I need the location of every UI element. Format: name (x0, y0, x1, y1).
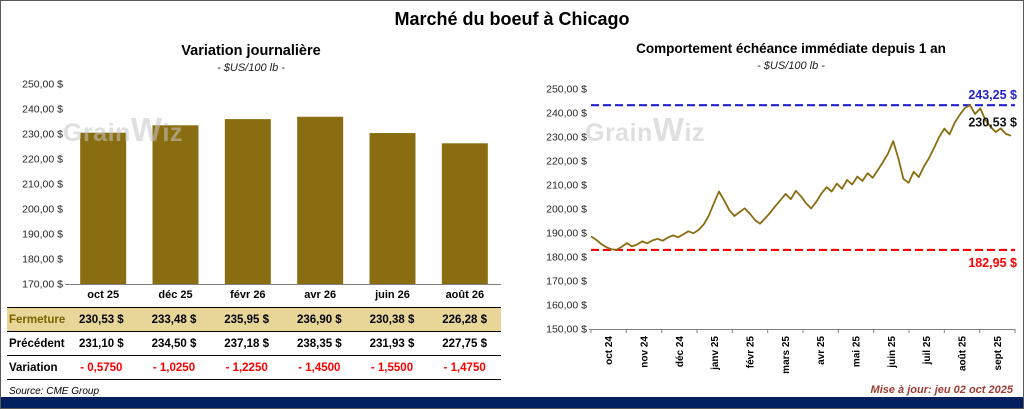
y-tick-label: 230,00 $ (546, 132, 587, 144)
x-month-label: févr 25 (746, 336, 757, 369)
watermark-text: iz (684, 119, 705, 147)
x-category-label: août 26 (446, 289, 485, 301)
table-cell: 233,48 $ (151, 313, 197, 326)
y-tick-label: 220,00 $ (22, 154, 63, 166)
table-cell: - 0,5750 (80, 361, 123, 374)
bottom-accent-bar (1, 397, 1023, 408)
x-month-label: mars 25 (781, 336, 792, 374)
y-tick-label: 190,00 $ (22, 229, 63, 241)
x-category-label: déc 25 (158, 289, 192, 301)
x-month-label: nov 24 (640, 336, 651, 368)
y-tick-label: 210,00 $ (22, 179, 63, 191)
watermark-text: iz (162, 119, 183, 147)
y-tick-label: 190,00 $ (546, 228, 587, 240)
price-line (590, 104, 1012, 251)
x-month-label: sept 25 (993, 336, 1004, 371)
table-cell: 227,75 $ (442, 337, 488, 350)
y-tick-label: 220,00 $ (546, 156, 587, 168)
x-month-label: janv 25 (710, 336, 721, 371)
y-tick-label: 170,00 $ (22, 279, 63, 291)
bar (441, 143, 488, 284)
table-cell: 230,38 $ (369, 313, 415, 326)
x-month-label: avr 25 (816, 336, 827, 365)
row-label-fermeture: Fermeture (9, 313, 66, 326)
table-cell: 231,10 $ (78, 337, 124, 350)
line-chart-subtitle: - $US/100 lb - (757, 60, 825, 72)
x-month-label: mai 25 (852, 336, 863, 368)
table-cell: - 1,5500 (370, 361, 414, 374)
table-cell: - 1,0250 (152, 361, 196, 374)
table-cell: 238,35 $ (296, 337, 342, 350)
watermark-text: W (652, 111, 685, 148)
table-row-variation: Variation - 0,5750 - 1,0250 - 1,2250 - 1… (7, 355, 501, 380)
last-value-label: 230,53 $ (968, 116, 1017, 130)
watermark-text: W (130, 111, 163, 148)
table-cell: 226,28 $ (442, 313, 488, 326)
line-chart-svg: 250,00 $ 240,00 $ 230,00 $ 220,00 $ 210,00 $… (546, 84, 1017, 374)
x-month-label: août 25 (958, 336, 969, 371)
bar (297, 116, 344, 284)
watermark-text: Grain (585, 119, 653, 147)
table-cell: - 1,4750 (443, 361, 486, 374)
watermark-text: Grain (63, 119, 131, 147)
y-tick-label: 180,00 $ (22, 254, 63, 266)
x-category-label: juin 26 (374, 289, 410, 301)
table-cell: - 1,4500 (298, 361, 341, 374)
table-cell: 236,90 $ (296, 313, 342, 326)
y-tick-label: 160,00 $ (546, 300, 587, 312)
y-tick-label: 240,00 $ (22, 104, 63, 116)
source-note: Source: CME Group (9, 386, 100, 397)
x-month-label: oct 24 (604, 336, 615, 365)
bar (224, 119, 271, 284)
table-row-precedent: Précédent 231,10 $ 234,50 $ 237,18 $ 238… (7, 331, 501, 355)
updated-note: Mise à jour: jeu 02 oct 2025 (870, 384, 1013, 396)
y-tick-label: 180,00 $ (546, 252, 587, 264)
y-tick-label: 230,00 $ (22, 129, 63, 141)
row-label-precedent: Précédent (9, 337, 65, 350)
bar (152, 125, 199, 284)
table-cell: 230,53 $ (78, 313, 124, 326)
price-table: Fermeture 230,53 $ 233,48 $ 235,95 $ 236… (7, 307, 501, 380)
y-tick-label: 240,00 $ (546, 108, 587, 120)
y-tick-label: 250,00 $ (546, 84, 587, 96)
x-category-label: avr 26 (304, 289, 336, 301)
y-tick-label: 170,00 $ (546, 276, 587, 288)
low-value-label: 182,95 $ (968, 256, 1017, 270)
y-tick-label: 200,00 $ (546, 204, 587, 216)
watermark-grainwiz: GrainWiz (63, 111, 183, 149)
bar-chart-subtitle: - $US/100 lb - (217, 62, 285, 74)
table-cell: 235,95 $ (224, 313, 270, 326)
table-cell: 231,93 $ (369, 337, 415, 350)
x-month-label: juin 25 (887, 336, 898, 369)
table-cell: - 1,2250 (225, 361, 268, 374)
watermark-grainwiz: GrainWiz (585, 111, 705, 149)
y-tick-label: 200,00 $ (22, 204, 63, 216)
high-value-label: 243,25 $ (968, 88, 1017, 102)
page-title: Marché du boeuf à Chicago (394, 9, 630, 29)
table-cell: 237,18 $ (224, 337, 270, 350)
y-tick-label: 210,00 $ (546, 180, 587, 192)
bar-chart-svg: 250,00 $ 240,00 $ 230,00 $ 220,00 $ 210,00 $… (22, 79, 501, 301)
x-month-label: déc 24 (675, 336, 686, 368)
x-month-label: juil 25 (922, 336, 933, 366)
bar (80, 132, 127, 284)
row-label-variation: Variation (9, 361, 58, 374)
x-category-label: févr 26 (230, 289, 265, 301)
x-category-label: oct 25 (87, 289, 119, 301)
bar (369, 133, 416, 284)
table-row-fermeture: Fermeture 230,53 $ 233,48 $ 235,95 $ 236… (7, 307, 501, 331)
bar-chart-title: Variation journalière (181, 43, 321, 59)
y-tick-label: 150,00 $ (546, 324, 587, 336)
y-tick-label: 250,00 $ (22, 79, 63, 91)
line-chart-title: Comportement échéance immédiate depuis 1… (636, 41, 946, 56)
table-cell: 234,50 $ (151, 337, 197, 350)
